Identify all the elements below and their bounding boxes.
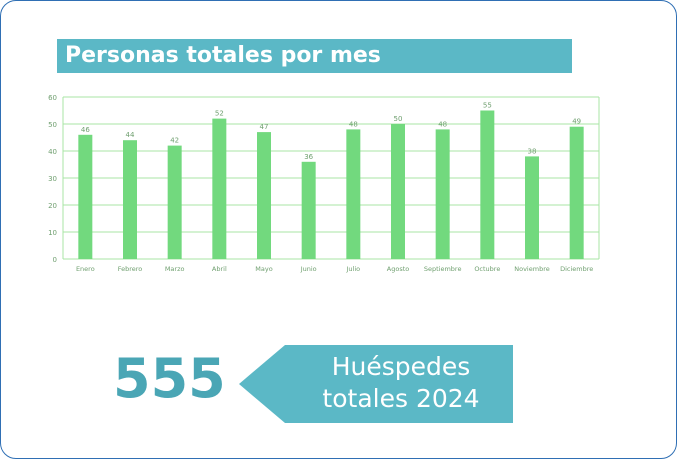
- chart-title: Personas totales por mes: [65, 43, 381, 68]
- x-tick-label: Septiembre: [424, 265, 462, 273]
- bar: [301, 161, 316, 259]
- y-tick-label: 40: [48, 148, 57, 156]
- bar-value-label: 49: [572, 118, 581, 126]
- arrow-shape: [239, 345, 513, 423]
- y-tick-label: 30: [48, 175, 57, 183]
- y-tick-label: 20: [48, 202, 57, 210]
- bar-value-label: 52: [215, 110, 224, 118]
- bar: [123, 140, 137, 259]
- x-tick-label: Mayo: [255, 265, 272, 273]
- x-tick-label: Enero: [76, 265, 95, 273]
- bar-value-label: 48: [438, 120, 447, 128]
- bar: [391, 124, 405, 259]
- bar: [435, 129, 450, 259]
- x-tick-label: Noviembre: [514, 265, 549, 273]
- bar-value-label: 50: [394, 115, 403, 123]
- y-tick-label: 0: [53, 256, 57, 264]
- y-tick-label: 60: [48, 94, 57, 102]
- bar: [346, 129, 361, 259]
- bar-value-label: 44: [126, 131, 135, 139]
- bar-value-label: 55: [483, 102, 492, 110]
- y-tick-label: 50: [48, 121, 57, 129]
- y-tick-label: 10: [48, 229, 57, 237]
- bar: [480, 110, 495, 259]
- bar: [78, 134, 93, 259]
- bar-value-label: 46: [81, 126, 90, 134]
- x-tick-label: Octubre: [474, 265, 500, 273]
- x-tick-label: Agosto: [387, 265, 409, 273]
- bar: [257, 132, 271, 259]
- bar: [525, 156, 539, 259]
- bar-value-label: 38: [528, 147, 537, 155]
- bar-value-label: 42: [170, 137, 179, 145]
- x-tick-label: Abril: [212, 265, 227, 273]
- guests-label-line1: Huéspedes: [331, 352, 471, 381]
- x-tick-label: Diciembre: [560, 265, 593, 273]
- x-tick-label: Julio: [346, 265, 361, 273]
- guests-label-line2: totales 2024: [322, 384, 480, 413]
- bar: [212, 118, 227, 259]
- bar-chart: 0 10 20 30 40 50 60 46 Enero 44 Febrero 42 Marzo 52 Ab…: [48, 94, 600, 273]
- x-tick-label: Febrero: [118, 265, 143, 273]
- total-guests-number: 555: [113, 347, 226, 410]
- bar: [569, 126, 584, 259]
- guests-label-arrow: Huéspedes totales 2024: [239, 345, 513, 423]
- x-tick-label: Marzo: [165, 265, 185, 273]
- bar-value-label: 36: [304, 153, 313, 161]
- bar-value-label: 47: [260, 123, 269, 131]
- bar: [167, 145, 182, 259]
- title-banner: Personas totales por mes: [57, 39, 572, 73]
- guests-label: Huéspedes totales 2024: [301, 351, 501, 415]
- bar-value-label: 48: [349, 120, 358, 128]
- x-tick-label: Junio: [300, 265, 317, 273]
